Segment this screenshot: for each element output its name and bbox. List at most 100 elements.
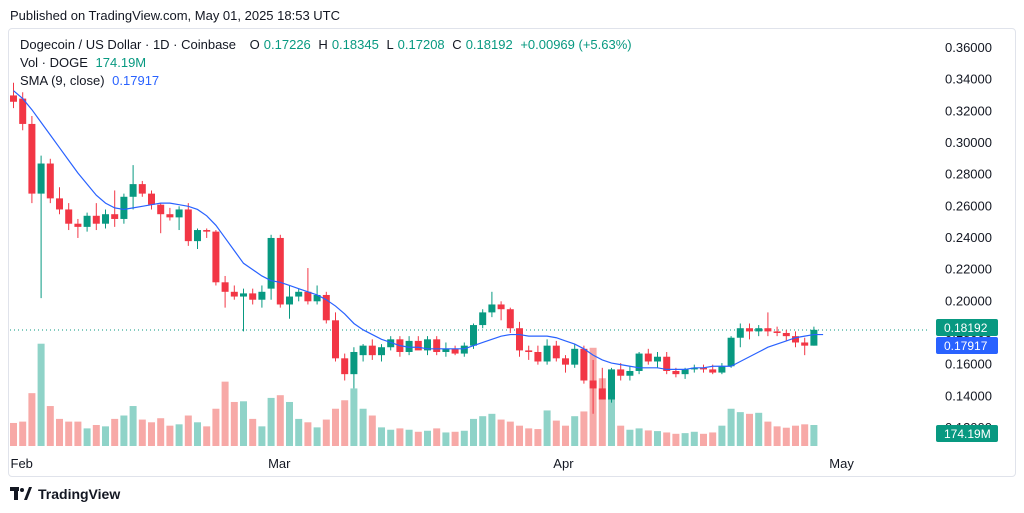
candle-body	[304, 291, 312, 302]
volume-bar	[46, 406, 54, 446]
volume-bar	[28, 393, 36, 446]
candle-body	[562, 358, 569, 365]
candle-body	[442, 348, 450, 352]
volume-bar	[405, 429, 413, 446]
candle-body	[414, 340, 422, 351]
symbol-title[interactable]: Dogecoin / US Dollar · 1D · Coinbase	[20, 37, 237, 52]
candle-body	[626, 370, 634, 376]
candle-body	[249, 293, 257, 300]
candle-body	[92, 215, 100, 224]
candle-body	[488, 304, 496, 313]
volume-bar	[773, 426, 781, 446]
volume-bar	[543, 410, 551, 446]
volume-bar	[203, 426, 211, 446]
change-value: +0.00969 (+5.63%)	[520, 37, 632, 52]
candle-body	[598, 388, 606, 400]
candle-body	[810, 329, 818, 346]
volume-value: 174.19M	[95, 55, 147, 70]
candle-body	[497, 304, 505, 310]
volume-bar	[240, 401, 247, 446]
y-tick-label: 0.22000	[945, 262, 992, 277]
volume-bar	[212, 408, 220, 446]
candle-body	[617, 369, 625, 376]
sma-line	[13, 90, 824, 371]
y-tick-label: 0.34000	[945, 72, 992, 87]
volume-bar	[736, 412, 744, 446]
tradingview-brand[interactable]: TradingView	[10, 486, 120, 502]
volume-bar	[764, 421, 772, 446]
candle-body	[19, 98, 27, 124]
volume-bar	[433, 428, 441, 446]
volume-legend[interactable]: Vol · DOGE 174.19M	[20, 55, 150, 70]
volume-bar	[470, 418, 477, 446]
volume-bar	[368, 415, 376, 446]
volume-bar	[626, 429, 634, 446]
volume-bar	[83, 428, 91, 446]
candle-body	[764, 328, 772, 332]
candle-body	[635, 353, 643, 371]
volume-bar	[65, 421, 73, 446]
candle-body	[37, 163, 45, 194]
candle-body	[368, 345, 376, 356]
volume-bar	[322, 419, 330, 446]
candle-body	[240, 293, 247, 297]
sma-label: SMA (9, close)	[20, 73, 105, 88]
candle-body	[230, 291, 238, 297]
candle-body	[433, 339, 441, 352]
volume-bar	[10, 422, 17, 446]
candle-body	[378, 347, 385, 356]
y-tick-label: 0.24000	[945, 230, 992, 245]
chart-frame	[8, 28, 1016, 477]
volume-bar	[148, 422, 155, 446]
sma-legend[interactable]: SMA (9, close) 0.17917	[20, 73, 163, 88]
sma-value-badge-text: 0.17917	[944, 339, 988, 353]
volume-bar	[534, 429, 542, 446]
candle-body	[690, 367, 698, 370]
last-price-badge-text: 0.18192	[944, 321, 988, 335]
open-value: 0.17226	[263, 37, 311, 52]
candle-body	[736, 328, 744, 338]
candle-body	[138, 184, 146, 194]
candle-body	[203, 230, 211, 232]
volume-bar	[378, 427, 385, 446]
candle-body	[83, 215, 91, 227]
y-tick-label: 0.28000	[945, 167, 992, 182]
candle-body	[755, 328, 763, 332]
volume-bar	[598, 378, 606, 446]
volume-bar	[387, 429, 395, 446]
volume-bar	[562, 425, 569, 446]
candle-body	[56, 198, 63, 210]
candle-body	[589, 380, 597, 389]
volume-bar	[138, 419, 146, 446]
volume-bar	[580, 411, 588, 446]
volume-bar	[166, 425, 174, 446]
candle-body	[782, 332, 790, 337]
candle-body	[212, 231, 220, 283]
volume-bar	[442, 432, 450, 446]
candle-body	[129, 184, 137, 197]
candle-body	[65, 209, 73, 224]
candle-body	[700, 367, 707, 370]
candle-body	[552, 345, 560, 359]
candle-body	[184, 209, 192, 242]
volume-bar	[194, 422, 201, 446]
volume-bar	[157, 418, 165, 446]
volume-bar	[414, 431, 422, 446]
tradingview-logo-icon	[10, 487, 32, 500]
candle-body	[46, 163, 54, 199]
x-tick-label: Apr	[553, 456, 574, 471]
candle-body	[654, 356, 661, 362]
candle-body	[580, 348, 588, 381]
volume-bar	[341, 400, 349, 446]
volume-bar	[654, 431, 661, 446]
volume-bar	[37, 343, 45, 446]
y-tick-label: 0.30000	[945, 135, 992, 150]
volume-bar	[571, 416, 579, 446]
volume-bar	[249, 418, 257, 446]
volume-bar	[221, 381, 229, 446]
volume-bar	[276, 395, 284, 446]
candle-body	[718, 366, 726, 373]
volume-bar	[424, 430, 431, 446]
y-tick-label: 0.20000	[945, 293, 992, 308]
